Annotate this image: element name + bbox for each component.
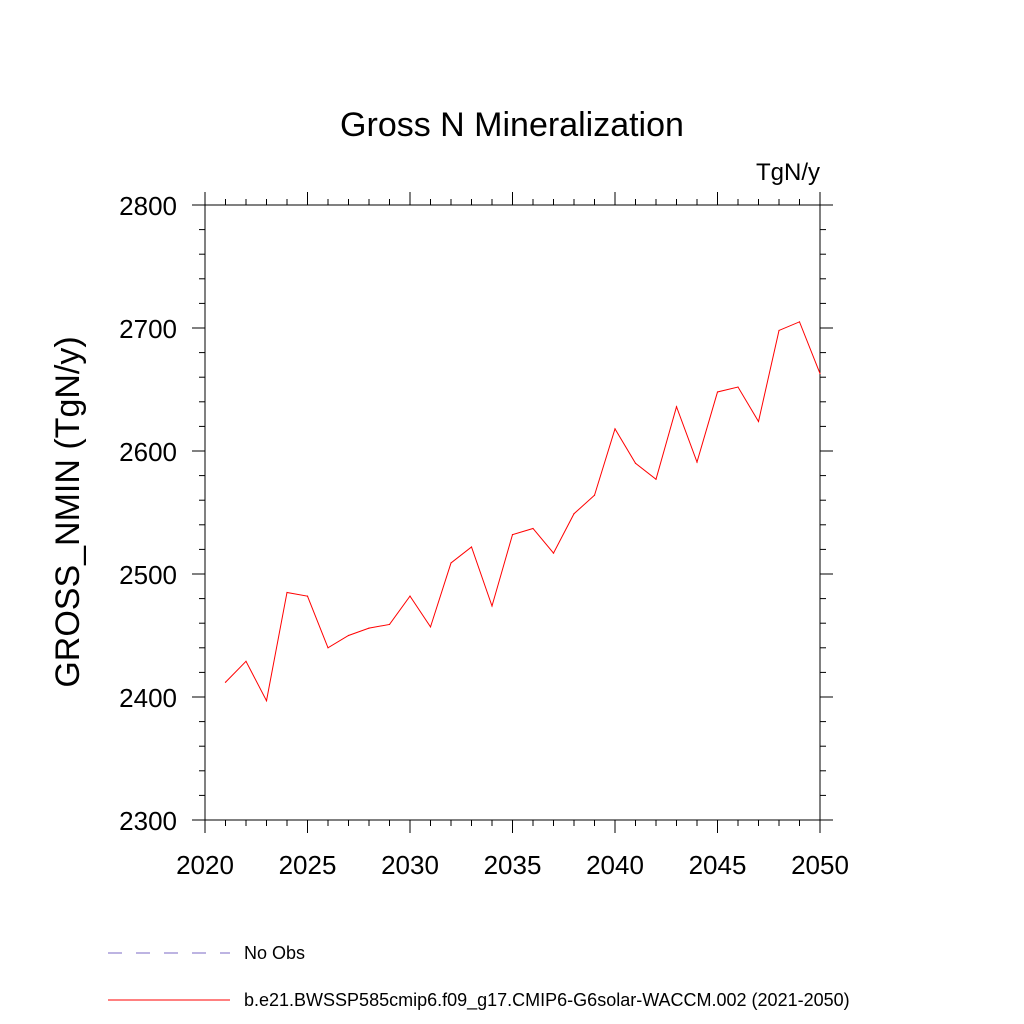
x-tick-label: 2045 — [689, 850, 747, 880]
data-point — [634, 462, 637, 464]
x-tick-label: 2050 — [791, 850, 849, 880]
legend-label-model-run: b.e21.BWSSP585cmip6.f09_g17.CMIP6-G6sola… — [244, 990, 850, 1011]
data-point — [798, 321, 801, 323]
legend: No Obs b.e21.BWSSP585cmip6.f09_g17.CMIP6… — [108, 943, 850, 1011]
series-layer — [224, 321, 821, 703]
series-line — [225, 321, 821, 703]
data-point — [245, 660, 247, 662]
units-label: TgN/y — [756, 159, 820, 186]
x-tick-label: 2035 — [484, 850, 542, 880]
data-point — [511, 534, 514, 536]
x-tick-label: 2040 — [586, 850, 644, 880]
y-tick-label: 2800 — [119, 191, 177, 221]
y-tick-label: 2500 — [119, 560, 177, 590]
x-tick-label: 2030 — [381, 850, 439, 880]
data-point — [737, 386, 739, 388]
y-tick-label: 2600 — [119, 437, 177, 467]
data-point — [388, 623, 391, 626]
data-point — [614, 428, 616, 430]
data-point — [552, 552, 555, 554]
y-tick-labels: 2300 2400 2500 2600 2700 2800 — [119, 191, 177, 836]
data-point — [224, 681, 227, 683]
data-point — [532, 527, 534, 530]
data-point — [470, 546, 473, 548]
y-tick-label: 2300 — [119, 806, 177, 836]
data-point — [347, 634, 350, 637]
data-point — [573, 513, 575, 515]
data-point — [593, 494, 596, 496]
data-point — [327, 647, 329, 649]
data-point — [778, 329, 780, 332]
y-tick-label: 2400 — [119, 683, 177, 713]
data-point — [757, 420, 760, 423]
y-tick-label: 2700 — [119, 314, 177, 344]
minor-ticks — [199, 199, 826, 826]
data-point — [368, 627, 370, 629]
data-point — [819, 372, 821, 375]
data-point — [265, 700, 268, 702]
data-point — [655, 478, 657, 480]
plot-frame — [204, 204, 821, 821]
legend-label-no-obs: No Obs — [244, 943, 305, 963]
data-point — [716, 391, 719, 393]
data-point — [450, 562, 452, 564]
data-point — [491, 605, 493, 607]
x-tick-labels: 2020 2025 2030 2035 2040 2045 2050 — [176, 850, 849, 880]
major-ticks — [192, 192, 833, 833]
data-point — [286, 591, 288, 594]
x-tick-label: 2025 — [279, 850, 337, 880]
data-point — [675, 406, 678, 408]
data-point — [306, 595, 309, 597]
data-point — [696, 461, 698, 463]
chart-title: Gross N Mineralization — [340, 106, 684, 144]
data-point — [409, 595, 411, 597]
x-tick-label: 2020 — [176, 850, 234, 880]
data-point — [429, 626, 432, 628]
y-axis-label: GROSS_NMIN (TgN/y) — [49, 336, 87, 687]
